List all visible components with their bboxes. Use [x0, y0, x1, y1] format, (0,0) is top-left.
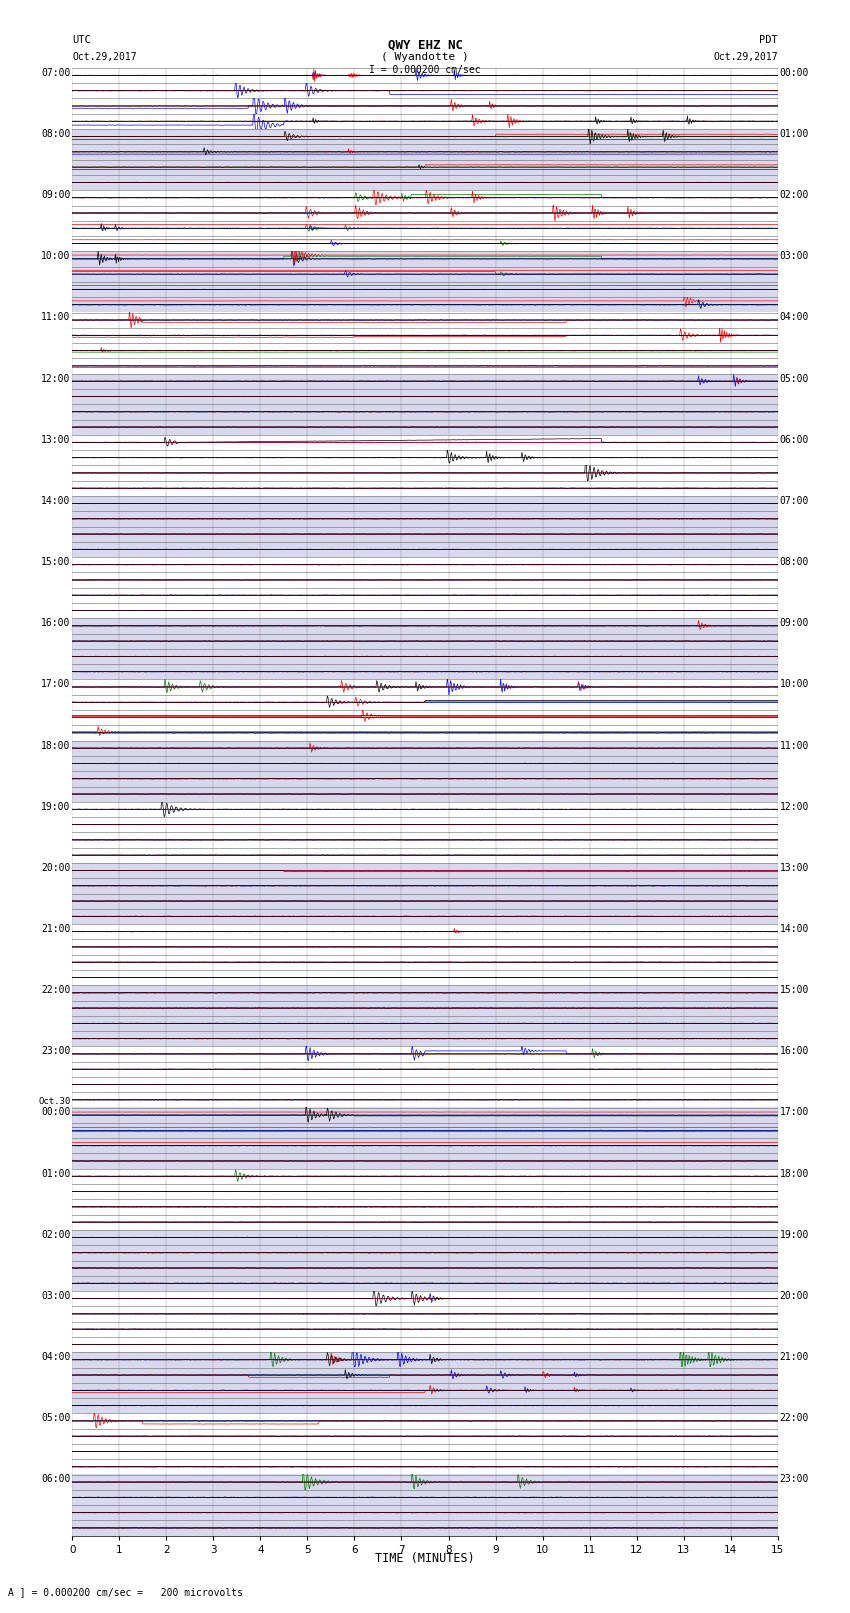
Text: QWY EHZ NC: QWY EHZ NC	[388, 39, 462, 52]
Text: 16:00: 16:00	[41, 618, 71, 627]
Text: 02:00: 02:00	[779, 190, 809, 200]
Text: 20:00: 20:00	[41, 863, 71, 873]
Text: 12:00: 12:00	[41, 374, 71, 384]
Text: 23:00: 23:00	[41, 1047, 71, 1057]
Text: 13:00: 13:00	[41, 436, 71, 445]
Text: 19:00: 19:00	[779, 1229, 809, 1240]
Text: 22:00: 22:00	[779, 1413, 809, 1423]
Text: TIME (MINUTES): TIME (MINUTES)	[375, 1552, 475, 1565]
Text: 19:00: 19:00	[41, 802, 71, 811]
Text: 17:00: 17:00	[779, 1108, 809, 1118]
Text: ( Wyandotte ): ( Wyandotte )	[381, 52, 469, 61]
Text: I = 0.000200 cm/sec: I = 0.000200 cm/sec	[369, 65, 481, 74]
Text: 07:00: 07:00	[41, 68, 71, 77]
Text: 05:00: 05:00	[779, 374, 809, 384]
Text: 06:00: 06:00	[41, 1474, 71, 1484]
Text: 02:00: 02:00	[41, 1229, 71, 1240]
Text: 10:00: 10:00	[41, 252, 71, 261]
Text: UTC: UTC	[72, 35, 91, 45]
Text: 22:00: 22:00	[41, 986, 71, 995]
Text: 08:00: 08:00	[779, 556, 809, 568]
Text: 16:00: 16:00	[779, 1047, 809, 1057]
Text: Oct.29,2017: Oct.29,2017	[713, 52, 778, 61]
Text: 03:00: 03:00	[779, 252, 809, 261]
Text: 14:00: 14:00	[779, 924, 809, 934]
Text: 00:00: 00:00	[779, 68, 809, 77]
Text: 10:00: 10:00	[779, 679, 809, 689]
Text: 21:00: 21:00	[41, 924, 71, 934]
Text: 08:00: 08:00	[41, 129, 71, 139]
Text: 15:00: 15:00	[41, 556, 71, 568]
Text: 20:00: 20:00	[779, 1290, 809, 1302]
Text: 04:00: 04:00	[779, 313, 809, 323]
Text: 09:00: 09:00	[41, 190, 71, 200]
Text: 09:00: 09:00	[779, 618, 809, 627]
Text: PDT: PDT	[759, 35, 778, 45]
Text: 17:00: 17:00	[41, 679, 71, 689]
Text: 05:00: 05:00	[41, 1413, 71, 1423]
Text: 01:00: 01:00	[41, 1168, 71, 1179]
Text: 13:00: 13:00	[779, 863, 809, 873]
Text: 00:00: 00:00	[41, 1108, 71, 1118]
Text: 23:00: 23:00	[779, 1474, 809, 1484]
Text: 18:00: 18:00	[41, 740, 71, 750]
Text: 01:00: 01:00	[779, 129, 809, 139]
Text: 14:00: 14:00	[41, 495, 71, 506]
Text: 07:00: 07:00	[779, 495, 809, 506]
Text: 12:00: 12:00	[779, 802, 809, 811]
Text: 11:00: 11:00	[779, 740, 809, 750]
Text: A ] = 0.000200 cm/sec =   200 microvolts: A ] = 0.000200 cm/sec = 200 microvolts	[8, 1587, 243, 1597]
Text: Oct.29,2017: Oct.29,2017	[72, 52, 137, 61]
Text: 21:00: 21:00	[779, 1352, 809, 1361]
Text: 15:00: 15:00	[779, 986, 809, 995]
Text: 04:00: 04:00	[41, 1352, 71, 1361]
Text: 03:00: 03:00	[41, 1290, 71, 1302]
Text: 06:00: 06:00	[779, 436, 809, 445]
Text: Oct.30: Oct.30	[38, 1097, 71, 1107]
Text: 18:00: 18:00	[779, 1168, 809, 1179]
Text: 11:00: 11:00	[41, 313, 71, 323]
